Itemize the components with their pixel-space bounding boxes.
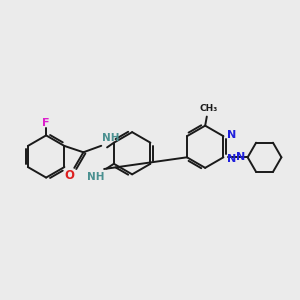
Text: F: F: [42, 118, 50, 128]
Text: N: N: [236, 152, 246, 162]
Text: N: N: [227, 130, 237, 140]
Text: CH₃: CH₃: [199, 104, 218, 113]
Text: NH: NH: [87, 172, 104, 182]
Text: NH: NH: [102, 133, 119, 143]
Text: N: N: [227, 154, 237, 164]
Text: O: O: [64, 169, 74, 182]
